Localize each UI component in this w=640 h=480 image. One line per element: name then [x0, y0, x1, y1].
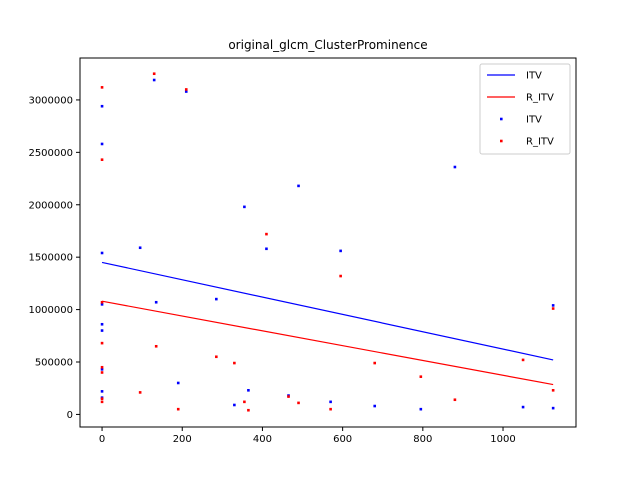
data-point-r-itv: [152, 72, 156, 76]
data-point-r-itv: [329, 407, 332, 411]
y-tick-label: 0: [67, 410, 73, 421]
x-tick-label: 400: [253, 434, 272, 445]
data-point-itv: [100, 329, 104, 332]
data-point-itv: [100, 390, 104, 393]
data-point-r-itv: [551, 389, 555, 392]
data-point-itv: [215, 297, 218, 301]
data-point-r-itv: [233, 361, 236, 365]
x-tick-label: 1000: [490, 434, 515, 445]
data-point-r-itv: [100, 341, 104, 345]
legend-label: R_ITV: [526, 137, 554, 148]
data-point-itv: [373, 404, 377, 408]
data-point-itv: [100, 322, 104, 326]
data-point-itv: [233, 403, 236, 407]
y-tick-label: 500000: [35, 358, 73, 369]
data-point-itv: [339, 249, 342, 253]
data-point-itv: [100, 104, 104, 108]
data-point-itv: [329, 400, 332, 404]
x-tick-label: 0: [99, 434, 105, 445]
y-tick-label: 2000000: [28, 200, 73, 211]
data-point-r-itv: [339, 274, 342, 278]
y-tick-label: 1500000: [28, 253, 73, 264]
data-point-r-itv: [176, 407, 180, 411]
fit-line-itv: [101, 261, 554, 361]
data-point-r-itv: [265, 232, 268, 236]
x-tick-label: 200: [173, 434, 192, 445]
data-point-r-itv: [184, 88, 188, 91]
data-point-r-itv: [287, 395, 290, 398]
y-tick-label: 1000000: [28, 305, 73, 316]
data-point-r-itv: [215, 355, 218, 359]
data-point-r-itv: [297, 401, 300, 405]
legend-label: R_ITV: [526, 93, 554, 104]
data-point-r-itv: [100, 397, 104, 400]
data-point-itv: [100, 142, 104, 146]
legend-point-swatch: [500, 139, 503, 143]
legend-label: ITV: [526, 115, 542, 126]
data-point-itv: [100, 368, 104, 371]
data-point-r-itv: [419, 375, 423, 378]
data-point-r-itv: [521, 358, 525, 362]
data-point-itv: [551, 406, 555, 410]
data-point-itv: [184, 90, 188, 93]
data-point-itv: [453, 165, 457, 169]
data-point-r-itv: [551, 307, 555, 310]
data-point-r-itv: [243, 400, 246, 404]
x-axis: 0 200 400 600 800 1000: [99, 427, 516, 445]
data-point-r-itv: [138, 391, 142, 394]
x-tick-label: 800: [413, 434, 432, 445]
data-point-itv: [521, 405, 525, 409]
data-point-itv: [247, 389, 250, 392]
data-point-r-itv: [247, 408, 250, 412]
y-tick-label: 3000000: [28, 95, 73, 106]
data-point-r-itv: [100, 365, 104, 369]
data-point-r-itv: [100, 86, 104, 89]
data-point-itv: [154, 300, 158, 304]
data-point-itv: [265, 247, 268, 251]
data-point-r-itv: [453, 398, 457, 402]
chart-title: original_glcm_ClusterProminence: [228, 38, 427, 52]
data-point-r-itv: [100, 300, 104, 304]
y-tick-label: 2500000: [28, 148, 73, 159]
legend-point-swatch: [500, 117, 503, 121]
data-point-r-itv: [373, 361, 377, 365]
data-point-r-itv: [100, 400, 104, 404]
data-point-itv: [551, 304, 555, 307]
data-point-itv: [176, 381, 180, 385]
x-tick-label: 600: [333, 434, 352, 445]
data-point-r-itv: [100, 371, 104, 374]
legend-label: ITV: [526, 71, 542, 82]
data-point-itv: [152, 78, 156, 82]
data-point-itv: [243, 205, 246, 209]
legend-frame: [479, 63, 571, 155]
plot-marks: [100, 72, 555, 412]
fit-line-r-itv: [101, 300, 554, 386]
plot-frame: [79, 57, 577, 428]
data-point-itv: [100, 303, 104, 306]
data-point-r-itv: [154, 344, 158, 348]
data-point-itv: [138, 246, 142, 250]
legend: ITV R_ITV ITV R_ITV: [479, 63, 571, 155]
data-point-itv: [297, 184, 300, 188]
data-point-itv: [419, 407, 423, 411]
y-axis: 0 500000 1000000 1500000 2000000 2500000 30000…: [28, 95, 80, 421]
data-point-itv: [100, 251, 104, 255]
data-point-r-itv: [100, 158, 104, 161]
